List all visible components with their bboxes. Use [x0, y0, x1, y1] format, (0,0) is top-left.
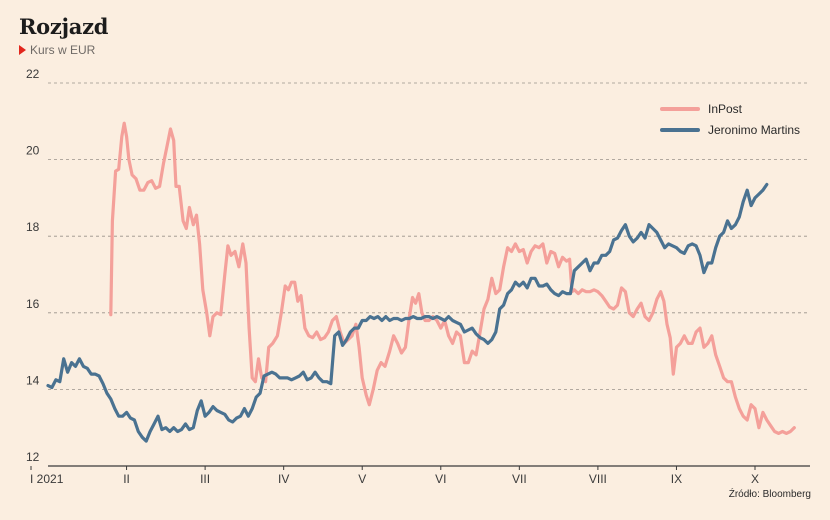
- x-tick-label: I 2021: [30, 472, 64, 486]
- x-tick-label: VI: [435, 472, 446, 486]
- legend-label: InPost: [708, 102, 743, 116]
- y-tick-label: 20: [26, 144, 40, 158]
- y-tick-label: 14: [26, 373, 40, 387]
- series-line-jeronimo-martins: [46, 182, 769, 443]
- x-tick-label: IX: [671, 472, 682, 486]
- legend: InPost Jeronimo Martins: [660, 102, 800, 137]
- y-tick-label: 22: [26, 67, 40, 81]
- series-lines: [46, 121, 796, 443]
- x-tick-label: V: [358, 472, 366, 486]
- x-axis-ticks: I 2021 II III IV V VI VII VIII IX X: [30, 466, 759, 486]
- chart-subtitle: Kurs w EUR: [19, 43, 95, 57]
- x-tick-label: X: [751, 472, 759, 486]
- grid-lines: [48, 82, 810, 467]
- source-note: Źródło: Bloomberg: [728, 489, 811, 500]
- red-triangle-icon: [19, 45, 26, 55]
- x-tick-label: VIII: [589, 472, 607, 486]
- x-tick-label: VII: [512, 472, 527, 486]
- y-tick-label: 12: [26, 450, 40, 464]
- x-tick-label: II: [123, 472, 130, 486]
- y-tick-label: 18: [26, 220, 40, 234]
- legend-label: Jeronimo Martins: [708, 123, 800, 137]
- x-tick-label: III: [200, 472, 210, 486]
- subtitle-text: Kurs w EUR: [30, 43, 96, 57]
- y-axis-ticks: 12 14 16 18 20 22: [26, 67, 40, 464]
- chart-title: Rozjazd: [19, 14, 109, 39]
- series-line-inpost: [109, 121, 796, 435]
- y-tick-label: 16: [26, 297, 40, 311]
- x-tick-label: IV: [278, 472, 289, 486]
